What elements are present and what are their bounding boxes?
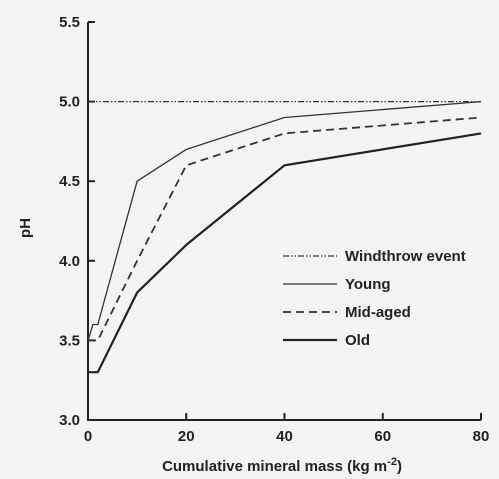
x-tick-label: 60 <box>374 428 391 445</box>
x-tick-label: 20 <box>178 428 195 445</box>
x-tick-label: 40 <box>276 428 293 445</box>
y-tick-label: 3.0 <box>59 412 80 429</box>
y-tick-label: 5.0 <box>59 94 80 111</box>
x-axis-title-suffix: ) <box>397 458 402 475</box>
y-tick-label: 5.5 <box>59 14 80 31</box>
x-tick-label: 80 <box>473 428 490 445</box>
series-line-old <box>88 132 482 374</box>
legend-label-windthrow-event: Windthrow event <box>345 248 466 265</box>
y-axis-ticks: 3.0 3.5 4.0 4.5 5.0 5.5 <box>59 14 95 429</box>
plot-frame <box>87 22 481 421</box>
x-axis-title-main: Cumulative mineral mass (kg m <box>162 458 387 475</box>
y-tick-label: 4.0 <box>59 253 80 270</box>
y-tick-label: 4.5 <box>59 173 80 190</box>
x-axis-title: Cumulative mineral mass (kg m-2) <box>162 456 402 475</box>
x-tick-label: 0 <box>84 428 92 445</box>
series-line-young <box>87 100 482 341</box>
legend: Windthrow event Young Mid-aged Old <box>283 248 466 349</box>
series-layer <box>87 100 482 374</box>
legend-label-mid-aged: Mid-aged <box>345 304 411 321</box>
legend-label-old: Old <box>345 332 370 349</box>
y-axis-title: pH <box>17 218 34 238</box>
legend-label-young: Young <box>345 276 391 293</box>
x-axis-ticks: 0 20 40 60 80 <box>84 413 490 445</box>
y-tick-label: 3.5 <box>59 332 80 349</box>
series-line-mid-aged <box>88 116 482 342</box>
x-axis-title-superscript: -2 <box>387 456 397 468</box>
